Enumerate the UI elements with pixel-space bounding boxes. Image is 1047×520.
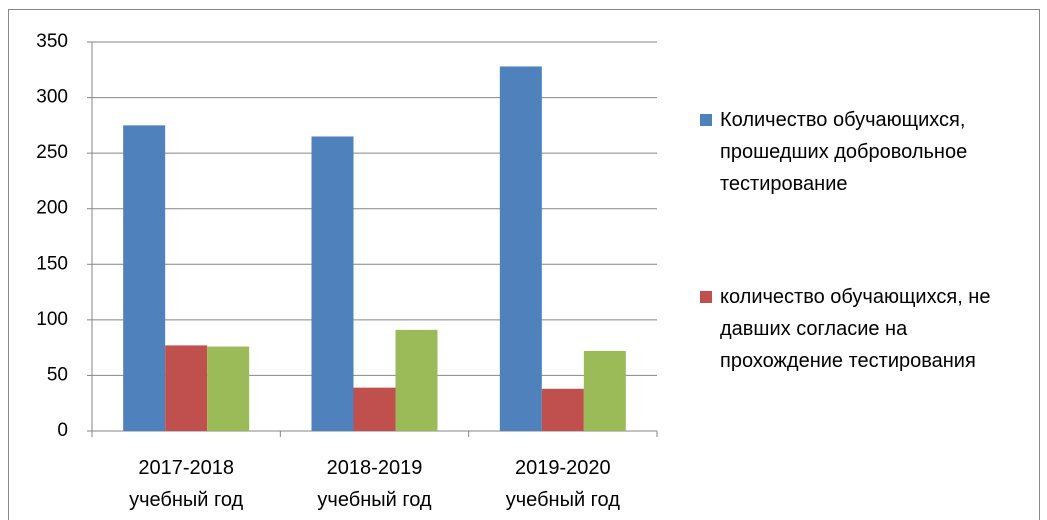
legend-label: количество обучающихся, не давших соглас… bbox=[720, 286, 991, 372]
x-tick-label: 2019-2020 учебный год bbox=[505, 457, 620, 511]
bar bbox=[311, 136, 354, 431]
legend-swatch bbox=[700, 114, 712, 126]
legend-swatch bbox=[700, 291, 712, 303]
y-tick-label: 50 bbox=[47, 364, 68, 385]
y-tick-label: 300 bbox=[36, 87, 68, 108]
x-tick-label: 2017-2018 учебный год bbox=[129, 457, 244, 511]
bar bbox=[499, 66, 542, 432]
y-tick-label: 100 bbox=[36, 309, 68, 330]
y-tick-label: 150 bbox=[36, 253, 68, 274]
y-tick-label: 200 bbox=[36, 198, 68, 219]
bar bbox=[165, 345, 208, 431]
y-tick-label: 250 bbox=[36, 142, 68, 163]
y-tick-label: 350 bbox=[36, 31, 68, 52]
bar bbox=[353, 387, 396, 431]
y-tick-label: 0 bbox=[57, 420, 68, 441]
bar bbox=[123, 125, 166, 431]
bar bbox=[395, 329, 438, 431]
bar bbox=[583, 350, 626, 431]
bar bbox=[207, 346, 250, 431]
x-tick-label: 2018-2019 учебный год bbox=[317, 457, 432, 511]
bar bbox=[541, 388, 584, 431]
legend-label: Количество обучающихся, прошедших добров… bbox=[720, 109, 968, 195]
chart-border bbox=[8, 9, 1040, 520]
